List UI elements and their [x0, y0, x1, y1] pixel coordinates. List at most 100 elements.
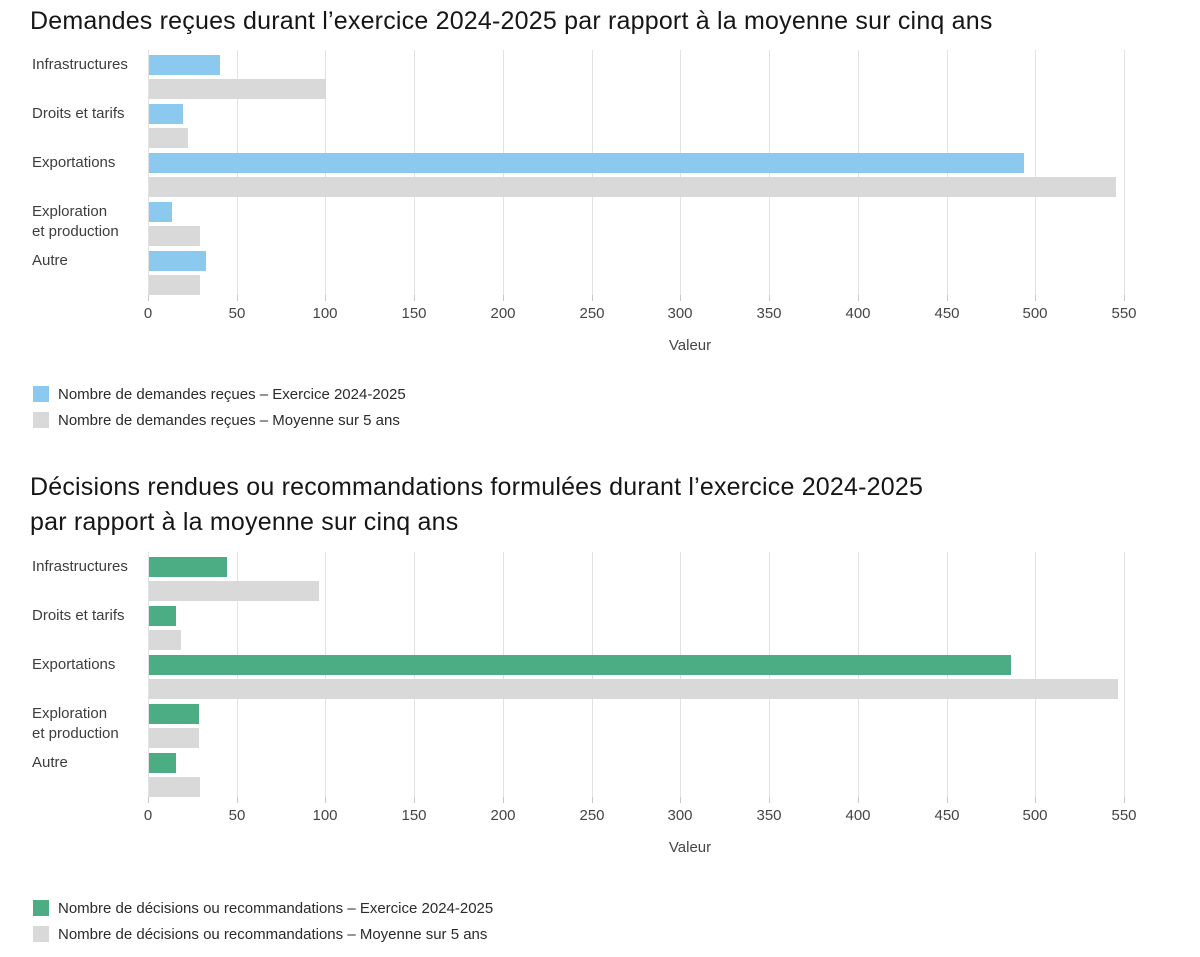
axis-tick-mark [414, 295, 415, 301]
plot-area [148, 552, 1158, 803]
legend-label: Nombre de décisions ou recommandations –… [58, 899, 494, 917]
axis-tick-mark [1124, 797, 1125, 803]
x-tick-label: 50 [228, 305, 246, 322]
axis-tick-mark [503, 797, 504, 803]
axis-tick-mark [947, 797, 948, 803]
chart-decisions-rendues: Décisions rendues ou recommandations for… [0, 462, 1200, 957]
bar-exercice-2024-2025[interactable] [149, 704, 199, 724]
x-tick-label: 450 [934, 305, 960, 322]
axis-tick-mark [1124, 295, 1125, 301]
bar-moyenne-5-ans[interactable] [149, 728, 199, 748]
x-axis-tick-labels: 0 50 100 150 200 250 300 350 400 450 500 550 [144, 305, 1158, 325]
axis-tick-mark [680, 295, 681, 301]
gridline [1124, 50, 1125, 295]
bar-exercice-2024-2025[interactable] [149, 202, 172, 222]
chart-title: Demandes reçues durant l’exercice 2024-2… [30, 4, 993, 39]
x-axis-title: Valeur [668, 839, 712, 856]
bar-moyenne-5-ans[interactable] [149, 79, 326, 99]
x-tick-label: 500 [1022, 305, 1048, 322]
axis-tick-mark [592, 797, 593, 803]
legend-item-moyenne[interactable]: Nombre de décisions ou recommandations –… [33, 921, 493, 947]
legend-item-exercice[interactable]: Nombre de demandes reçues – Exercice 202… [33, 381, 406, 407]
gridline [1124, 552, 1125, 797]
bar-exercice-2024-2025[interactable] [149, 55, 220, 75]
bar-moyenne-5-ans[interactable] [149, 275, 200, 295]
bar-moyenne-5-ans[interactable] [149, 777, 200, 797]
x-tick-label: 300 [667, 305, 693, 322]
x-tick-label: 100 [312, 305, 338, 322]
axis-tick-mark [414, 797, 415, 803]
axis-tick-mark [769, 797, 770, 803]
gridline [1035, 552, 1036, 797]
x-tick-label: 550 [1111, 807, 1137, 824]
x-tick-label: 450 [934, 807, 960, 824]
x-tick-label: 400 [845, 807, 871, 824]
bar-moyenne-5-ans[interactable] [149, 226, 200, 246]
bar-exercice-2024-2025[interactable] [149, 251, 206, 271]
x-tick-label: 500 [1022, 807, 1048, 824]
x-tick-label: 150 [401, 807, 427, 824]
legend-label: Nombre de demandes reçues – Moyenne sur … [58, 411, 400, 429]
legend-item-moyenne[interactable]: Nombre de demandes reçues – Moyenne sur … [33, 407, 406, 433]
legend-swatch-moyenne [33, 926, 49, 942]
bar-exercice-2024-2025[interactable] [149, 753, 176, 773]
x-tick-label: 400 [845, 305, 871, 322]
x-tick-label: 250 [579, 807, 605, 824]
x-tick-label: 0 [143, 807, 153, 824]
category-axis-labels: Infrastructures Droits et tarifs Exportati… [32, 552, 146, 797]
chart-title-line: Demandes reçues durant l’exercice 2024-2… [30, 7, 993, 35]
bar-exercice-2024-2025[interactable] [149, 104, 183, 124]
gridline [1035, 50, 1036, 295]
bar-moyenne-5-ans[interactable] [149, 679, 1118, 699]
bar-moyenne-5-ans[interactable] [149, 630, 181, 650]
axis-tick-mark [148, 295, 149, 301]
bar-exercice-2024-2025[interactable] [149, 153, 1024, 173]
axis-tick-mark [237, 797, 238, 803]
bar-exercice-2024-2025[interactable] [149, 606, 176, 626]
bar-moyenne-5-ans[interactable] [149, 128, 188, 148]
legend: Nombre de décisions ou recommandations –… [33, 895, 493, 947]
x-tick-label: 100 [312, 807, 338, 824]
axis-tick-mark [1035, 797, 1036, 803]
x-tick-label: 150 [401, 305, 427, 322]
x-tick-label: 200 [490, 305, 516, 322]
category-label: Exportations [32, 154, 116, 171]
x-tick-label: 350 [756, 807, 782, 824]
category-label: Exploration et production [32, 705, 119, 742]
x-tick-label: 300 [667, 807, 693, 824]
legend-label: Nombre de décisions ou recommandations –… [58, 925, 488, 943]
category-axis-labels: Infrastructures Droits et tarifs Exportati… [32, 50, 146, 295]
axis-tick-mark [503, 295, 504, 301]
category-label: Autre [32, 754, 68, 771]
chart-title-line: Décisions rendues ou recommandations for… [30, 473, 924, 501]
axis-tick-mark [858, 295, 859, 301]
axis-tick-mark [1035, 295, 1036, 301]
axis-tick-mark [680, 797, 681, 803]
legend-swatch-moyenne [33, 412, 49, 428]
bar-moyenne-5-ans[interactable] [149, 177, 1116, 197]
axis-tick-mark [237, 295, 238, 301]
legend: Nombre de demandes reçues – Exercice 202… [33, 381, 406, 433]
axis-tick-mark [148, 797, 149, 803]
chart-title: Décisions rendues ou recommandations for… [30, 470, 923, 540]
bar-exercice-2024-2025[interactable] [149, 557, 227, 577]
x-tick-label: 200 [490, 807, 516, 824]
legend-label: Nombre de demandes reçues – Exercice 202… [58, 385, 406, 403]
category-label: Droits et tarifs [32, 105, 125, 122]
bar-moyenne-5-ans[interactable] [149, 581, 319, 601]
legend-item-exercice[interactable]: Nombre de décisions ou recommandations –… [33, 895, 493, 921]
axis-tick-mark [325, 295, 326, 301]
legend-swatch-exercice [33, 900, 49, 916]
bar-exercice-2024-2025[interactable] [149, 655, 1011, 675]
x-axis-title: Valeur [668, 337, 712, 354]
gridline [148, 552, 149, 797]
axis-tick-mark [325, 797, 326, 803]
gridline [148, 50, 149, 295]
category-label: Infrastructures [32, 56, 128, 73]
x-tick-label: 350 [756, 305, 782, 322]
chart-title-line: par rapport à la moyenne sur cinq ans [30, 508, 459, 536]
category-label: Exploration et production [32, 203, 119, 240]
x-axis-tick-labels: 0 50 100 150 200 250 300 350 400 450 500 550 [144, 807, 1158, 827]
category-label: Infrastructures [32, 558, 128, 575]
chart-demandes-recues: Demandes reçues durant l’exercice 2024-2… [0, 0, 1200, 462]
